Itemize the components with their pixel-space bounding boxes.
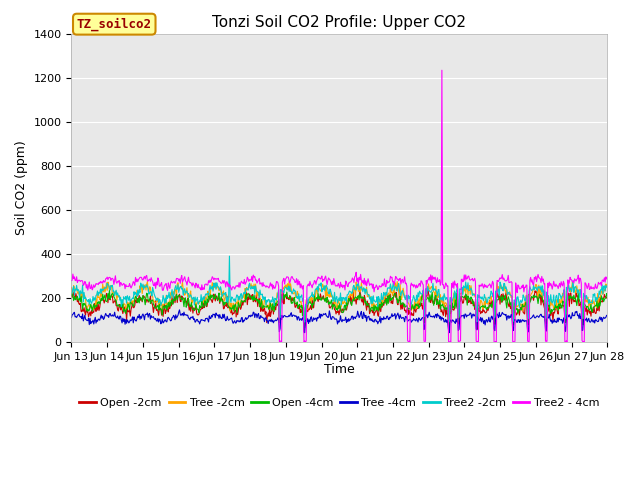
Tree2 -2cm <box>421 314 429 320</box>
Tree -4cm <box>422 312 429 318</box>
Open -2cm <box>473 326 481 332</box>
Tree2 -2cm <box>445 319 452 325</box>
Open -4cm <box>422 297 429 302</box>
Tree2 - 4cm <box>215 278 223 284</box>
Open -4cm <box>406 306 413 312</box>
Tree -4cm <box>77 314 85 320</box>
Tree -4cm <box>216 312 223 317</box>
Tree2 -2cm <box>68 290 76 296</box>
Tree2 -2cm <box>604 285 611 291</box>
Tree2 - 4cm <box>132 279 140 285</box>
Y-axis label: Soil CO2 (ppm): Soil CO2 (ppm) <box>15 141 28 235</box>
Tree2 - 4cm <box>187 280 195 286</box>
Tree -2cm <box>68 285 76 290</box>
Tree2 -2cm <box>132 291 140 297</box>
Tree -4cm <box>604 313 611 319</box>
Tree2 - 4cm <box>77 278 85 284</box>
Tree -2cm <box>215 288 223 294</box>
Open -4cm <box>301 325 308 331</box>
Tree -2cm <box>420 314 428 320</box>
Open -2cm <box>77 309 85 314</box>
Tree -2cm <box>568 278 576 284</box>
Line: Tree2 -2cm: Tree2 -2cm <box>72 256 607 322</box>
Line: Tree -2cm: Tree -2cm <box>72 281 607 324</box>
Tree -2cm <box>404 300 412 306</box>
Open -4cm <box>188 300 195 305</box>
Tree2 - 4cm <box>420 338 428 344</box>
Open -4cm <box>77 293 85 299</box>
Open -4cm <box>68 292 76 298</box>
Tree -4cm <box>132 318 140 324</box>
Tree2 -2cm <box>225 253 233 259</box>
Tree2 - 4cm <box>447 339 454 345</box>
Tree2 -2cm <box>215 285 223 291</box>
Tree -2cm <box>77 299 85 304</box>
Tree2 - 4cm <box>68 278 76 284</box>
Tree -2cm <box>445 321 453 327</box>
Line: Open -4cm: Open -4cm <box>72 290 607 328</box>
Tree2 - 4cm <box>404 339 412 345</box>
Open -2cm <box>68 292 76 298</box>
Tree2 -2cm <box>187 292 195 298</box>
Open -4cm <box>216 299 223 305</box>
X-axis label: Time: Time <box>324 363 355 376</box>
Tree2 -2cm <box>405 295 413 301</box>
Tree -4cm <box>406 316 413 322</box>
Open -2cm <box>424 284 431 290</box>
Open -2cm <box>404 312 412 317</box>
Tree -4cm <box>188 314 195 320</box>
Open -4cm <box>106 288 113 293</box>
Tree2 - 4cm <box>604 276 611 282</box>
Tree -4cm <box>301 330 308 336</box>
Open -4cm <box>133 299 141 304</box>
Open -2cm <box>132 298 140 304</box>
Tree2 -2cm <box>77 290 85 296</box>
Open -2cm <box>604 294 611 300</box>
Open -2cm <box>420 316 428 322</box>
Title: Tonzi Soil CO2 Profile: Upper CO2: Tonzi Soil CO2 Profile: Upper CO2 <box>212 15 467 30</box>
Open -2cm <box>187 309 195 314</box>
Tree2 - 4cm <box>438 67 445 73</box>
Line: Tree2 - 4cm: Tree2 - 4cm <box>72 70 607 342</box>
Open -2cm <box>215 296 223 301</box>
Line: Open -2cm: Open -2cm <box>72 287 607 329</box>
Tree -2cm <box>604 283 611 289</box>
Line: Tree -4cm: Tree -4cm <box>72 310 607 333</box>
Text: TZ_soilco2: TZ_soilco2 <box>77 17 152 31</box>
Tree -2cm <box>187 288 195 294</box>
Tree -4cm <box>175 307 183 313</box>
Legend: Open -2cm, Tree -2cm, Open -4cm, Tree -4cm, Tree2 -2cm, Tree2 - 4cm: Open -2cm, Tree -2cm, Open -4cm, Tree -4… <box>75 394 604 412</box>
Tree -2cm <box>132 294 140 300</box>
Tree -4cm <box>68 315 76 321</box>
Open -4cm <box>604 292 611 298</box>
